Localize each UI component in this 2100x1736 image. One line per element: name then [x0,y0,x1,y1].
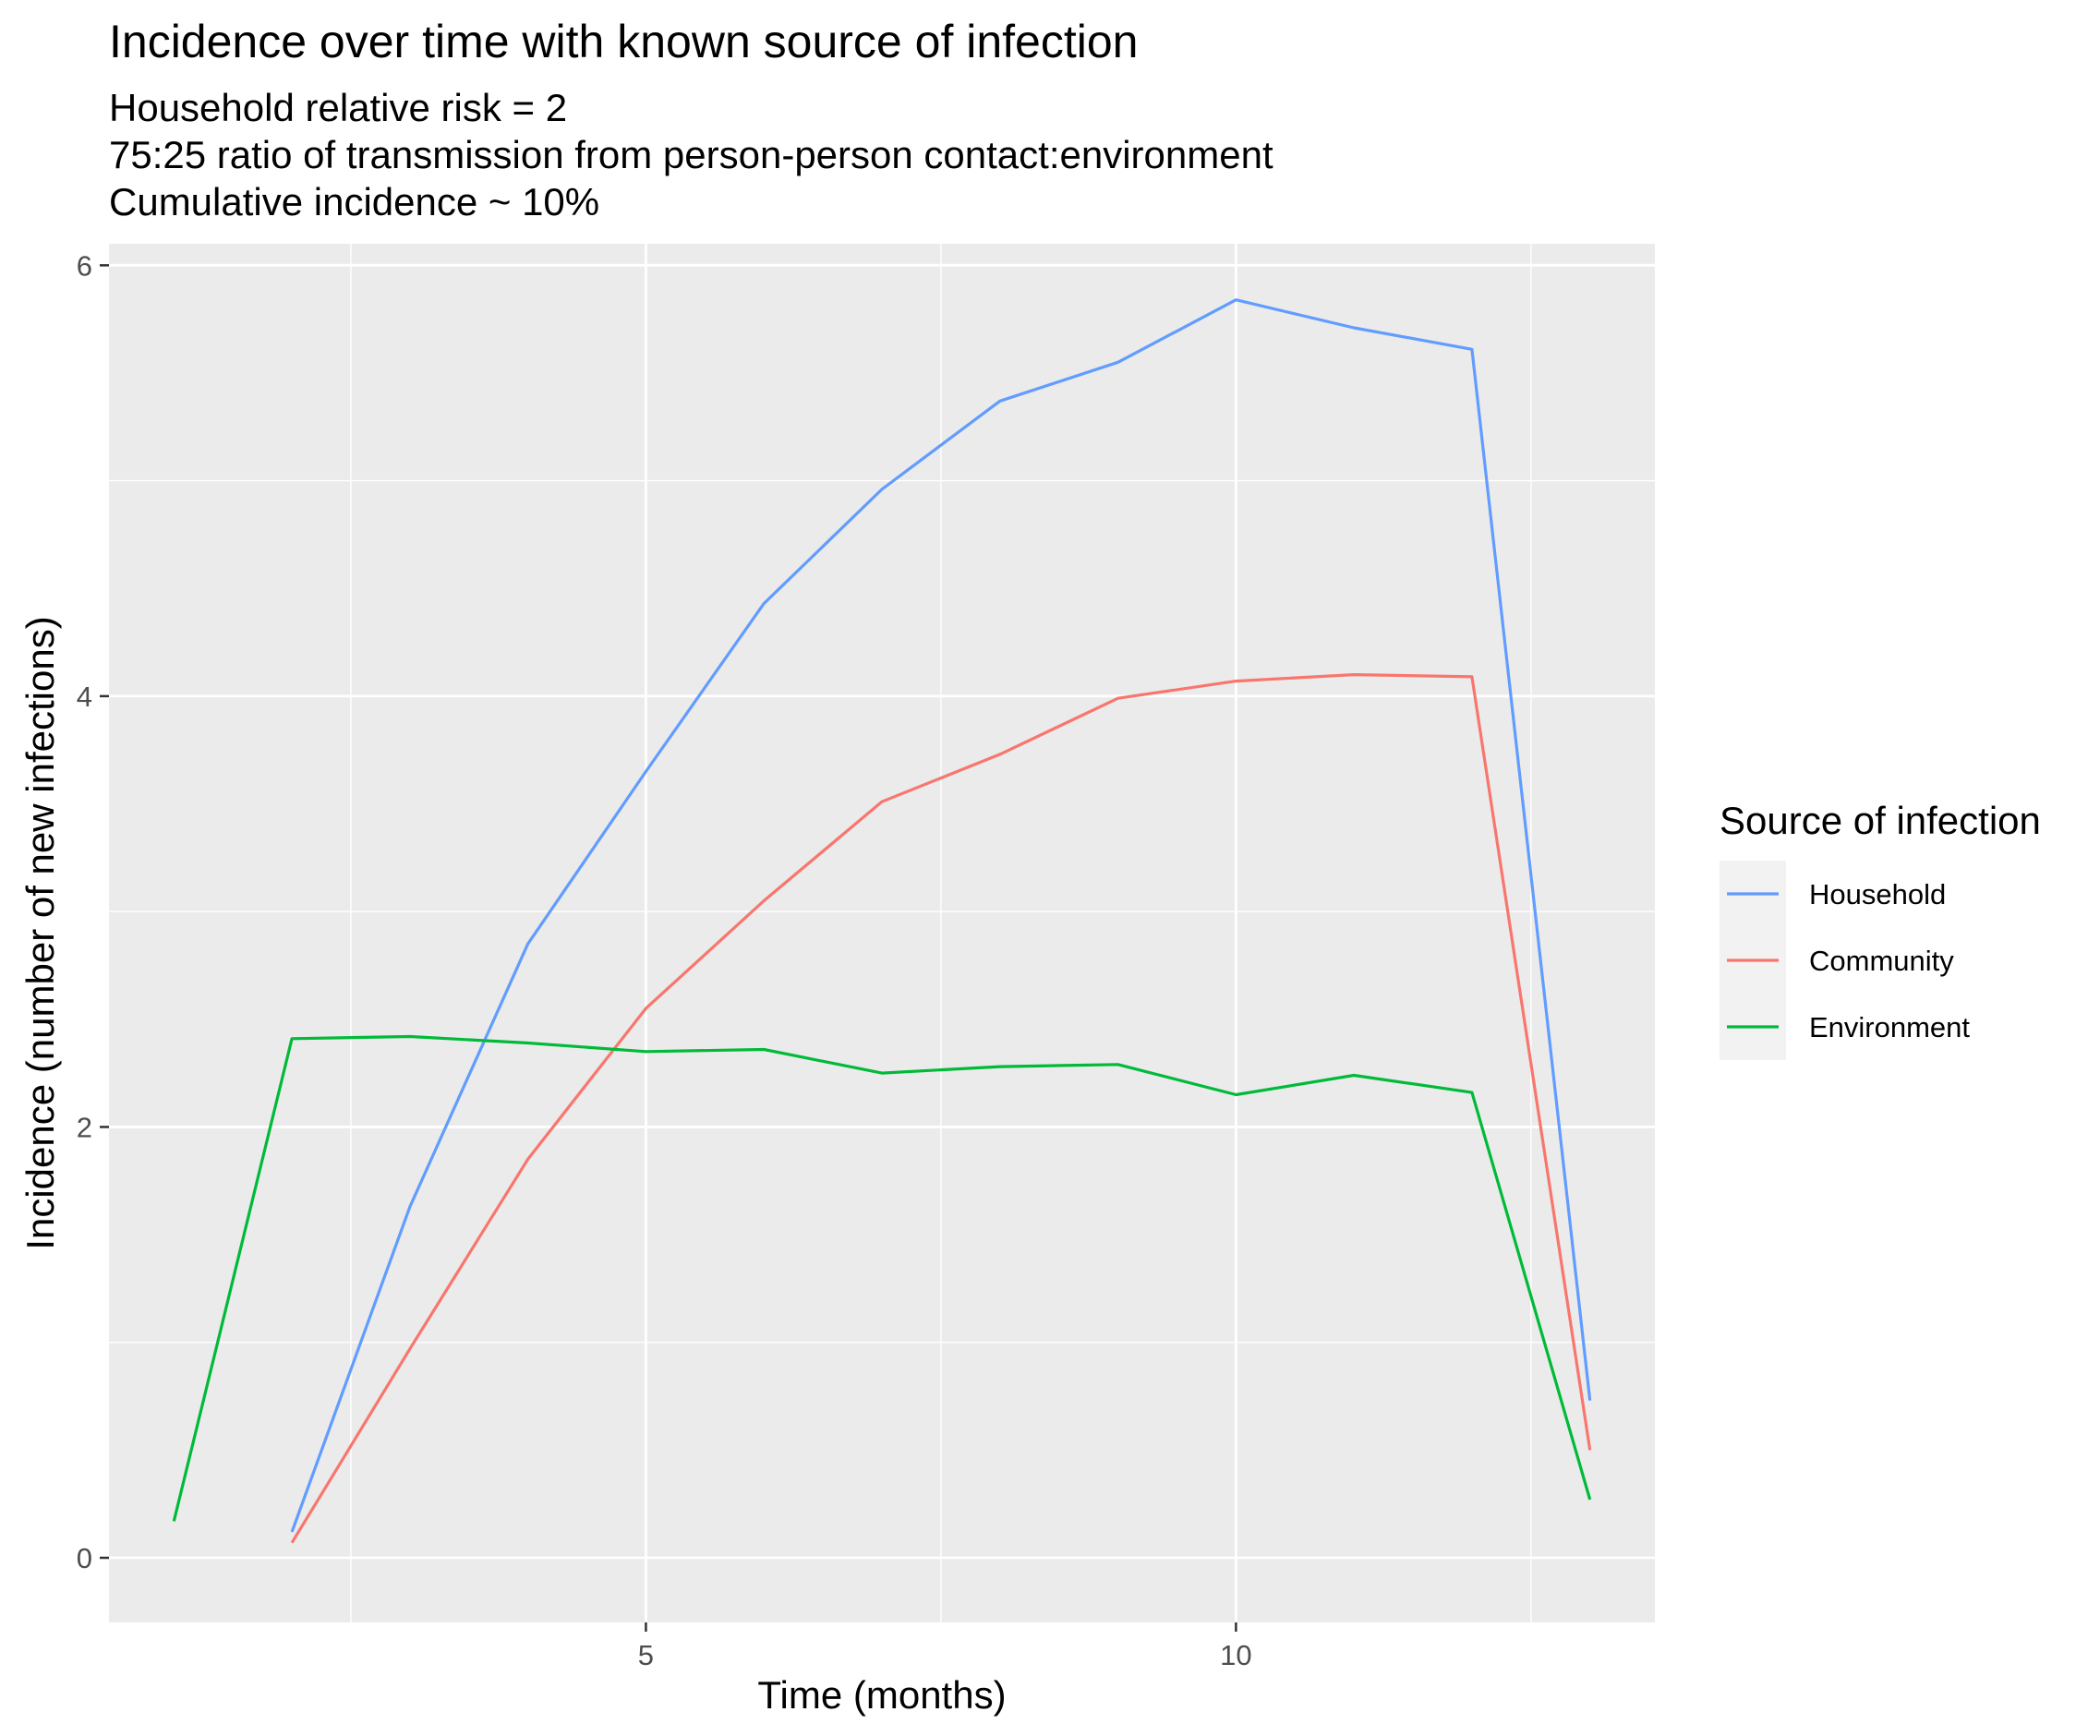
chart-subtitle-line: Cumulative incidence ~ 10% [109,180,599,223]
x-tick-label: 5 [638,1639,654,1671]
legend-label-household: Household [1809,878,1946,910]
x-tick-label: 10 [1220,1639,1251,1671]
y-tick-label: 6 [77,249,92,282]
chart-title: Incidence over time with known source of… [109,16,1138,67]
series-line-environment [172,1034,1592,1522]
series-line-household [290,298,1592,1533]
chart-subtitle-line: Household relative risk = 2 [109,86,567,129]
y-tick-label: 4 [77,681,92,713]
y-axis-title: Incidence (number of new infections) [18,616,62,1249]
chart-subtitle-line: 75:25 ratio of transmission from person-… [109,133,1273,176]
y-tick-label: 2 [77,1111,92,1143]
x-axis-title: Time (months) [757,1673,1006,1717]
legend-title: Source of infection [1720,799,2041,842]
y-tick-label: 0 [77,1542,92,1574]
legend-label-environment: Environment [1809,1011,1970,1043]
legend-label-community: Community [1809,945,1954,977]
series-line-community [290,672,1592,1544]
plot-panel [109,244,1655,1622]
